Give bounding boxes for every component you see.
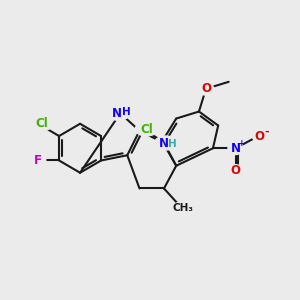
Ellipse shape — [154, 136, 177, 150]
Text: O: O — [201, 82, 211, 95]
Text: N: N — [231, 142, 241, 155]
Text: H: H — [122, 107, 131, 117]
Ellipse shape — [228, 165, 243, 177]
Text: -: - — [265, 127, 269, 137]
Text: H: H — [168, 139, 177, 149]
Ellipse shape — [107, 106, 130, 120]
Text: N: N — [159, 136, 169, 149]
Text: O: O — [255, 130, 265, 142]
Ellipse shape — [198, 82, 214, 95]
Text: +: + — [238, 139, 246, 148]
Text: Cl: Cl — [140, 122, 153, 136]
Text: Cl: Cl — [35, 117, 48, 130]
Ellipse shape — [30, 117, 53, 131]
Text: O: O — [231, 164, 241, 178]
Ellipse shape — [135, 122, 158, 136]
Ellipse shape — [30, 154, 46, 167]
Ellipse shape — [173, 201, 193, 214]
Ellipse shape — [252, 130, 272, 142]
Ellipse shape — [228, 142, 243, 155]
Text: N: N — [112, 107, 122, 120]
Text: CH₃: CH₃ — [173, 203, 194, 213]
Text: F: F — [34, 154, 42, 167]
